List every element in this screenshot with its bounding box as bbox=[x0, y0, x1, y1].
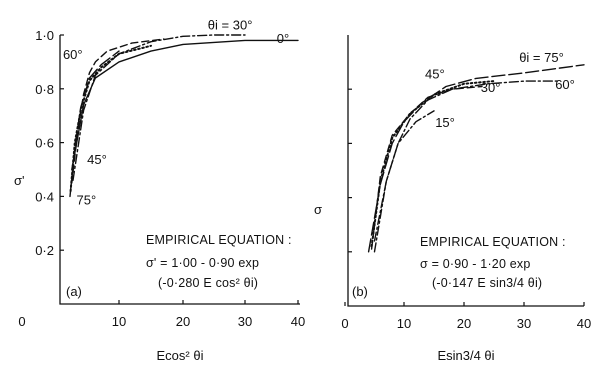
equation-line: σ' = 1·00 - 0·90 exp bbox=[146, 256, 259, 270]
x-tick-label: 30 bbox=[238, 314, 252, 329]
curve-annotation: 15° bbox=[435, 115, 455, 130]
curve-annotation: 60° bbox=[63, 47, 83, 62]
axes-frame bbox=[59, 35, 300, 305]
x-tick-label: 10 bbox=[112, 314, 126, 329]
curve-annotation: 75° bbox=[77, 192, 97, 207]
y-tick-label: 0·2 bbox=[35, 243, 54, 258]
chart-panel-b: 0 10 20 30 40 Esin3/4 θi σ (b) θi = 75° 45° 30° 60°… bbox=[314, 35, 591, 363]
equation-line: EMPIRICAL EQUATION : bbox=[146, 233, 292, 247]
curve-annotation: 30° bbox=[481, 80, 501, 95]
series-line-4 bbox=[373, 110, 435, 253]
x-tick-label: 20 bbox=[176, 314, 190, 329]
y-tick-label: 0·4 bbox=[35, 189, 54, 204]
series-line-3 bbox=[370, 85, 483, 250]
curve-annotation: θi = 75° bbox=[519, 50, 564, 65]
x-tick-label: 0 bbox=[18, 314, 25, 329]
x-tick-label: 30 bbox=[517, 316, 531, 331]
series-line-1 bbox=[72, 34, 246, 181]
series-line-4 bbox=[69, 50, 120, 198]
y-tick-label: 0·8 bbox=[35, 82, 54, 97]
x-axis-label: Ecos² θi bbox=[157, 348, 204, 363]
x-axis-label: Esin3/4 θi bbox=[437, 348, 494, 363]
equation-line: σ = 0·90 - 1·20 exp bbox=[420, 257, 531, 271]
equation-line: (-0·280 E cos² θi) bbox=[158, 276, 258, 290]
curve-annotation: θi = 30° bbox=[208, 18, 253, 33]
chart-panel-a: 0 10 20 30 40 0·2 0·4 0·6 0·8 1·0 Ecos² θi σ' (a) θi … bbox=[14, 18, 305, 363]
y-tick-label: 0·6 bbox=[35, 136, 54, 151]
x-tick-label: 40 bbox=[577, 316, 591, 331]
series-line-0 bbox=[71, 39, 299, 171]
equation-line: EMPIRICAL EQUATION : bbox=[420, 235, 566, 249]
y-axis-label: σ' bbox=[14, 173, 25, 188]
panel-label: (b) bbox=[352, 284, 368, 299]
x-tick-label: 40 bbox=[291, 314, 305, 329]
series-line-3 bbox=[69, 44, 152, 192]
x-tick-label: 10 bbox=[397, 316, 411, 331]
y-axis-label: σ bbox=[314, 202, 322, 217]
equation-line: (-0·147 E sin3/4 θi) bbox=[432, 276, 542, 290]
x-tick-label: 0 bbox=[341, 316, 348, 331]
series-line-2 bbox=[370, 80, 495, 248]
y-tick-label: 1·0 bbox=[35, 28, 54, 43]
series-line-1 bbox=[373, 80, 561, 242]
curve-annotation: 45° bbox=[425, 66, 445, 81]
axes-frame bbox=[347, 35, 584, 307]
series-line-2 bbox=[71, 38, 165, 184]
curve-annotation: 0° bbox=[277, 31, 289, 46]
panel-label: (a) bbox=[66, 284, 82, 299]
x-tick-label: 20 bbox=[457, 316, 471, 331]
series-line-0 bbox=[367, 64, 585, 253]
curve-annotation: 60° bbox=[555, 77, 575, 92]
curve-annotation: 45° bbox=[87, 152, 107, 167]
